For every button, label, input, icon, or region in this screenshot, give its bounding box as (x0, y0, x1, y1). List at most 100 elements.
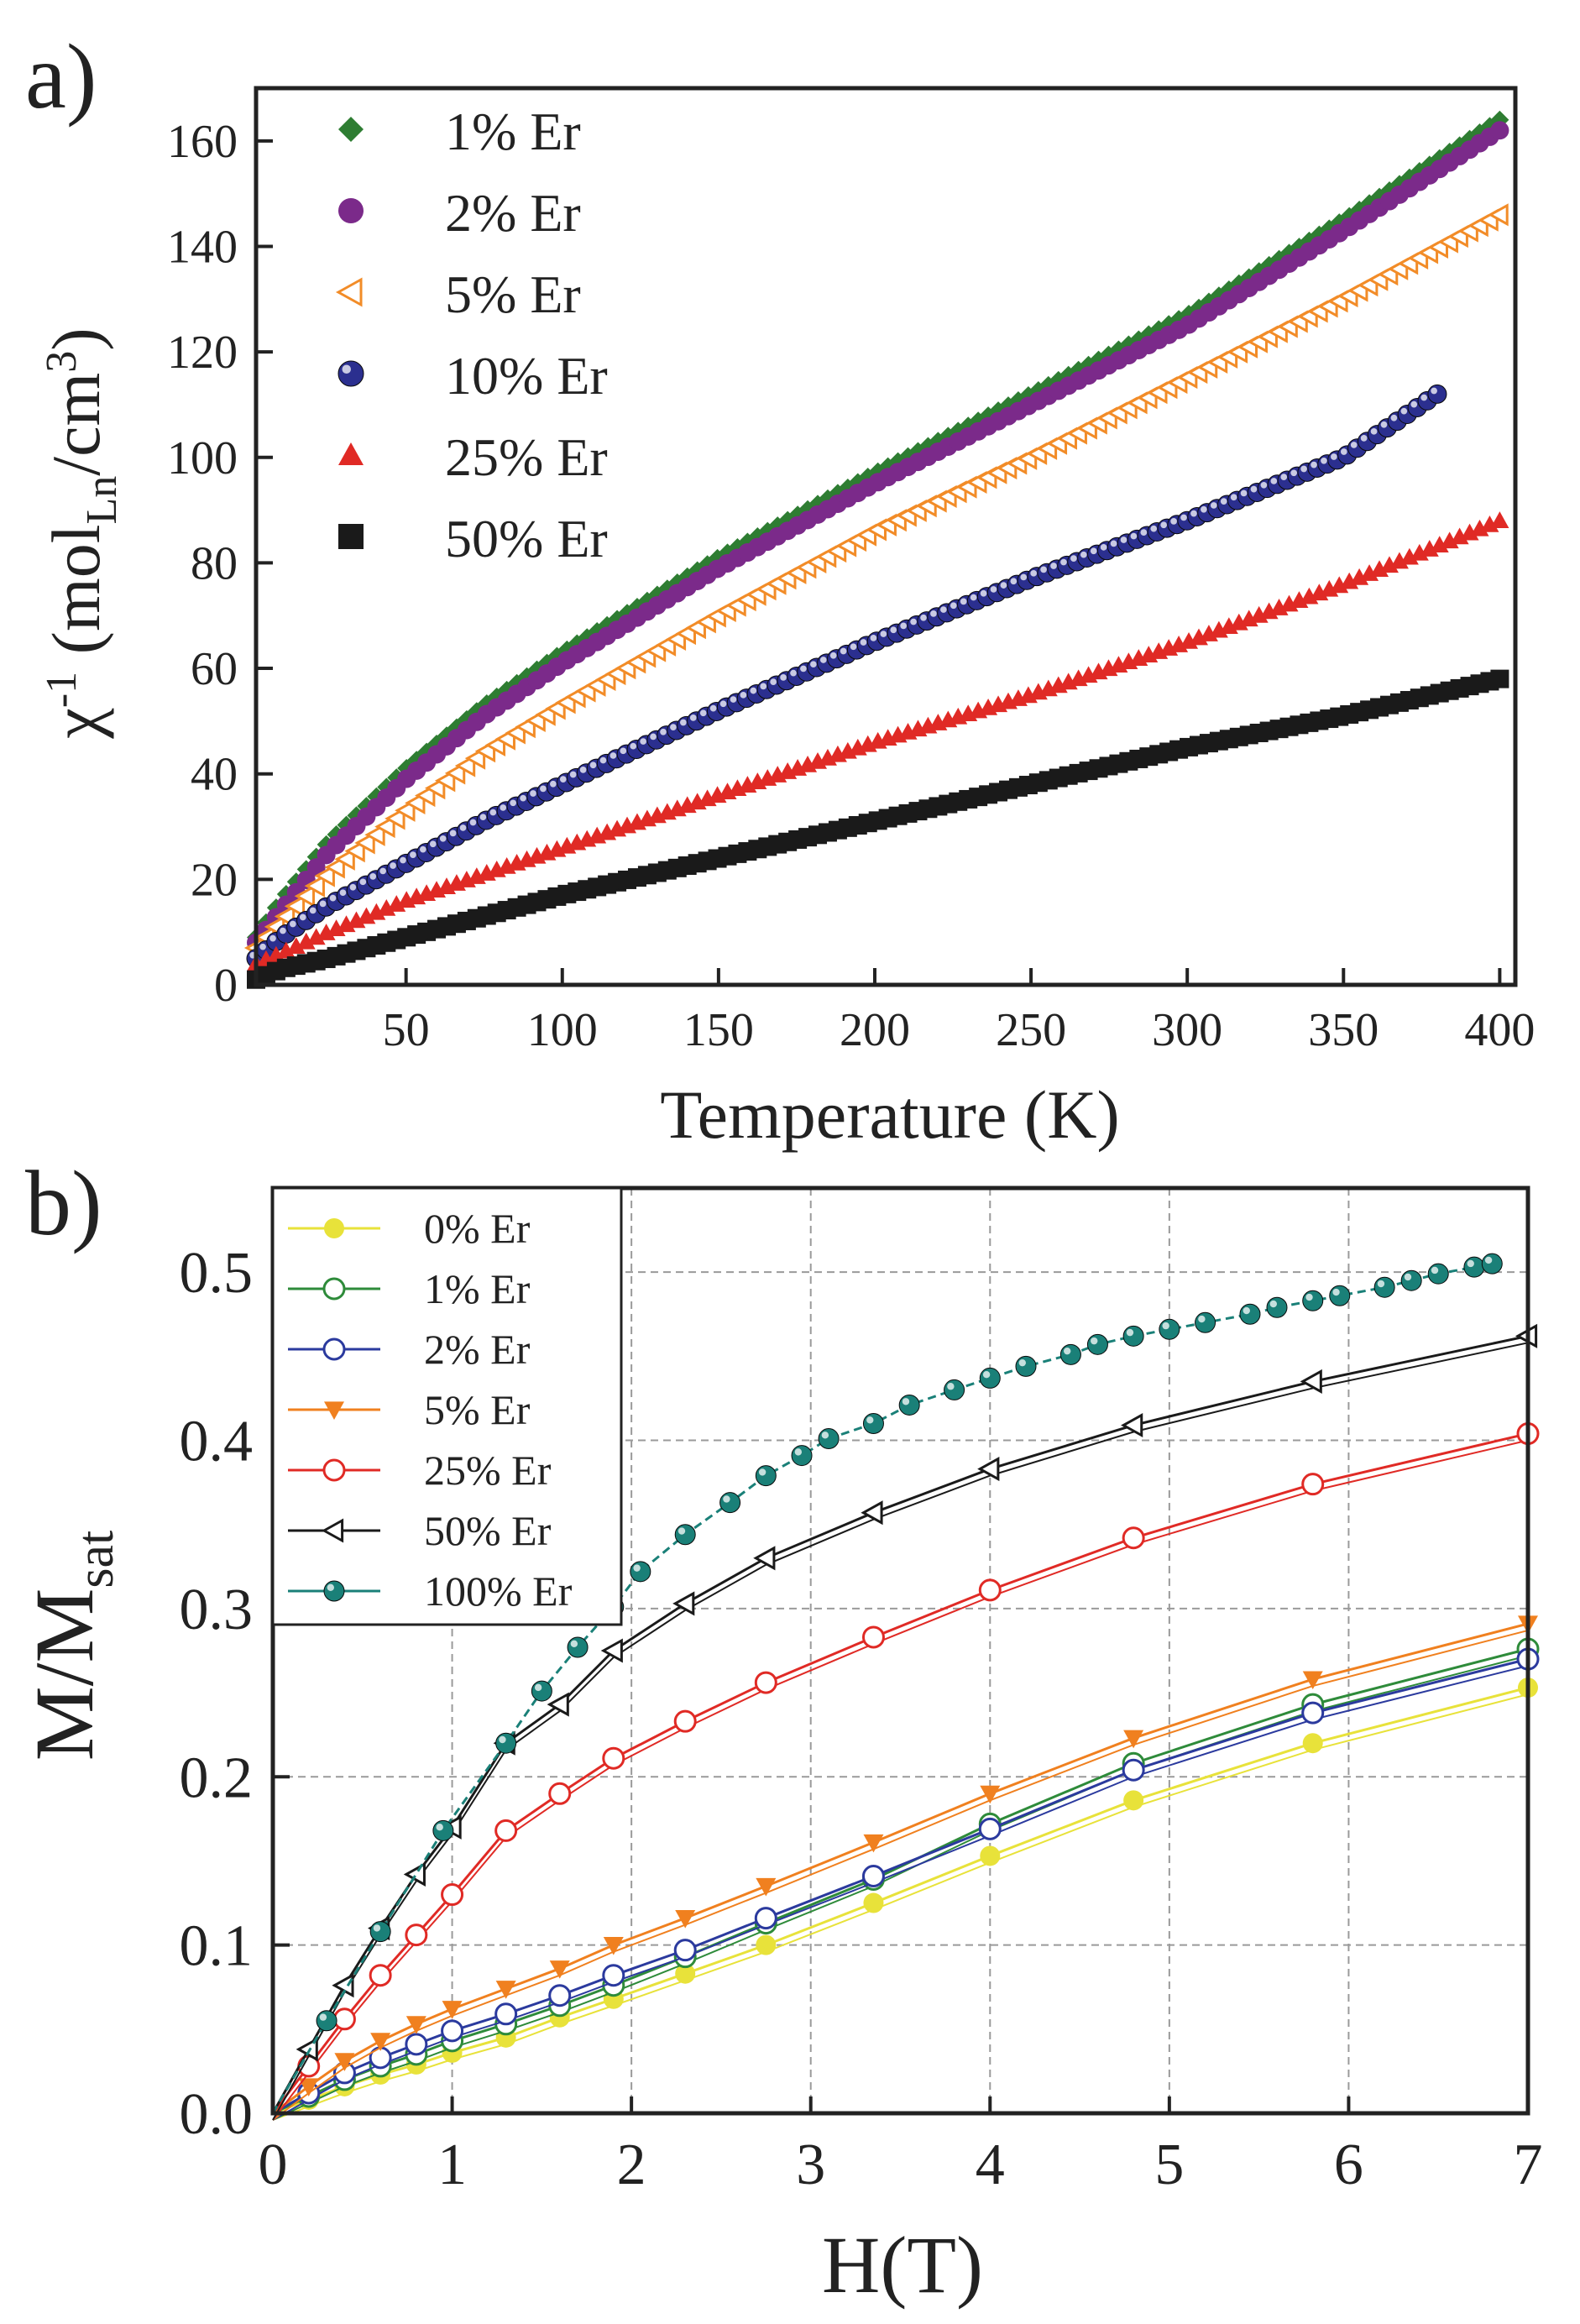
panel-a-data-point (424, 777, 446, 800)
panel-b-data-point (977, 1457, 1000, 1482)
panel-b-data-point (369, 1964, 392, 1987)
panel-b-data-point (495, 1732, 517, 1754)
panel-b-data-point (978, 1578, 1002, 1602)
panel-b-legend-marker (322, 1337, 346, 1361)
panel-b-data-point (674, 1524, 696, 1546)
panel-a-data-point (385, 807, 405, 830)
panel-b-data-point (861, 1864, 885, 1887)
panel-a-data-point (444, 762, 466, 785)
panel-b-data-point (1302, 1671, 1323, 1690)
panel-b-data-point (369, 1921, 391, 1943)
panel-b-legend-marker (322, 1458, 346, 1482)
panel-b-data-point (495, 1981, 516, 1999)
panel-a-data-point (1488, 203, 1509, 227)
panel-a-series (243, 110, 1509, 989)
panel-a-x-tick-label: 350 (1308, 1004, 1379, 1056)
panel-b-data-point (673, 1709, 697, 1733)
panel-a-x-tick-label: 50 (383, 1004, 430, 1056)
panel-b-legend-label: 100% Er (424, 1568, 573, 1615)
panel-b-data-point (1427, 1263, 1449, 1285)
panel-b-data-point (791, 1445, 813, 1467)
panel-b-data-point (755, 1465, 777, 1487)
panel-a-series-5 (247, 669, 1509, 989)
panel-a-y-tick-label: 40 (191, 749, 238, 801)
panel-b-y-tick-label: 0.3 (180, 1578, 254, 1642)
panel-b-data-point (567, 1636, 589, 1658)
panel-a-x-tick-label: 400 (1464, 1004, 1535, 1056)
panel-b-x-tick-label: 0 (259, 2133, 288, 2197)
panel-b-data-point (405, 1924, 428, 1947)
panel-b-data-point (1122, 1758, 1145, 1782)
panel-a-data-point (1490, 669, 1509, 688)
panel-b-data-point (1059, 1343, 1081, 1365)
panel-a-data-point (395, 798, 416, 822)
panel-a-legend-marker (338, 198, 364, 223)
panel-b-legend-label: 25% Er (424, 1447, 552, 1494)
panel-b-data-point (405, 2016, 426, 2034)
panel-a-y-tick-label: 140 (167, 221, 238, 273)
panel-b-legend-label: 2% Er (424, 1326, 531, 1373)
panel-b-data-point (332, 2007, 356, 2031)
panel-b-data-point (531, 1680, 552, 1702)
panel-b-data-point (548, 1984, 572, 2007)
panel-a-x-axis-label: Temperature (K) (660, 1076, 1119, 1153)
panel-a-data-point (314, 864, 335, 887)
panel-b-data-point (494, 2002, 518, 2026)
panel-a-data-point (286, 937, 306, 954)
panel-a-data-point (364, 823, 385, 846)
panel-b-data-point (1301, 1473, 1325, 1496)
panel-b-series-return-line (272, 1342, 1529, 2121)
panel-b-data-point (334, 2053, 355, 2071)
panel-a-data-point (294, 884, 316, 908)
panel-a-data-point (296, 932, 316, 950)
panel-b-legend-marker (324, 1218, 344, 1238)
panel-a-data-point (306, 928, 326, 945)
panel-b-data-point (1329, 1285, 1351, 1306)
panel-a-legend-label: 5% Er (445, 264, 581, 324)
panel-b-data-point (861, 1625, 885, 1649)
panel-b-series-return-line (272, 1693, 1529, 2121)
panel-b-data-point (944, 1379, 965, 1400)
panel-a-y-tick-label: 20 (191, 854, 238, 906)
panel-a-data-point (415, 783, 436, 808)
panel-b-data-point (298, 2078, 319, 2096)
panel-a-y-tick-label: 100 (167, 432, 238, 484)
panel-a-data-point (334, 847, 355, 871)
panel-a-legend-label: 1% Er (445, 102, 581, 161)
panel-b-data-point (1123, 1790, 1144, 1811)
panel-b-data-point (1302, 1733, 1323, 1754)
panel-a-data-point (405, 791, 426, 814)
panel-b-x-tick-label: 6 (1334, 2133, 1363, 2197)
panel-b-data-point (494, 1819, 518, 1842)
panel-a-y-axis-label: χ-1 (molLn/cm3) (38, 327, 126, 739)
panel-a-y-tick-label: 0 (214, 960, 238, 1012)
panel-b-series-6 (271, 1253, 1503, 2114)
panel-b-data-point (1122, 1325, 1144, 1347)
panel-b-legend-marker (322, 1277, 346, 1301)
panel-b-y-tick-label: 0.2 (180, 1746, 254, 1810)
panel-b-y-axis-label: M/Msat (18, 1531, 124, 1761)
panel-b-data-point (1121, 1412, 1143, 1438)
panel-b-data-point (862, 1413, 884, 1435)
panel-a-data-point (1490, 511, 1509, 528)
panel-a-y-tick-label: 120 (167, 327, 238, 379)
panel-a-data-point (1490, 121, 1509, 140)
panel-a-data-point (506, 796, 526, 816)
panel-b-series-line (271, 1334, 1529, 2114)
panel-b-data-point (1239, 1303, 1261, 1325)
panel-a-x-tick-label: 200 (840, 1004, 910, 1056)
panel-a-legend-marker (337, 360, 364, 387)
panel-a-legend-marker (335, 277, 363, 307)
panel-a-data-point (374, 815, 395, 839)
panel-a-legend-label: 50% Er (445, 509, 608, 568)
panel-b-data-point (861, 1500, 883, 1526)
panel-b-label: b) (25, 1152, 102, 1254)
panel-b-series (271, 1253, 1540, 2121)
panel-b-x-tick-label: 2 (617, 2133, 646, 2197)
panel-a-series-3 (246, 384, 1447, 969)
panel-b-series-return-line (272, 1665, 1529, 2121)
panel-a-legend-label: 2% Er (445, 183, 581, 243)
panel-b-data-point (818, 1428, 840, 1450)
panel-b-grid (273, 1188, 1528, 2113)
panel-b-data-point (898, 1394, 920, 1416)
